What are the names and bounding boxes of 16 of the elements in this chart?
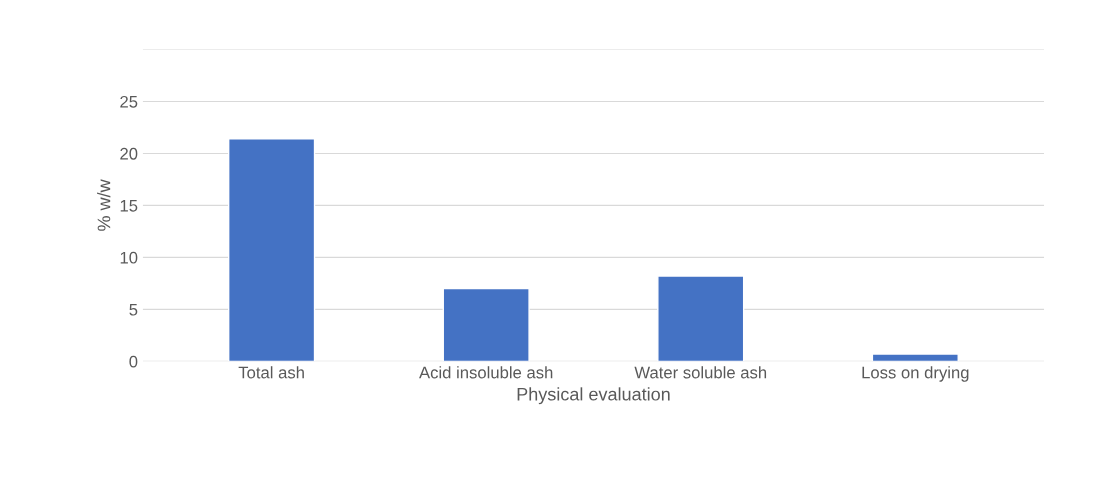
x-tick-label: Acid insoluble ash [419, 366, 553, 379]
y-tick-label: 15 [120, 200, 138, 212]
bar [228, 138, 316, 362]
x-axis-title: Physical evaluation [517, 387, 670, 405]
x-tick-label: Total ash [238, 366, 304, 379]
y-tick-label: 10 [120, 251, 138, 264]
y-tick-label: 25 [120, 95, 138, 108]
y-tick-label: 0 [129, 355, 138, 368]
x-tick-label: Water soluble ash [634, 366, 767, 379]
y-tick-label: 20 [120, 147, 138, 160]
bar [871, 353, 959, 362]
y-tick-label: 5 [129, 303, 138, 316]
x-tick-label: Loss on drying [862, 366, 969, 382]
y-axis-title: % w/w [97, 179, 111, 231]
bar [442, 287, 530, 362]
bar [657, 275, 745, 362]
